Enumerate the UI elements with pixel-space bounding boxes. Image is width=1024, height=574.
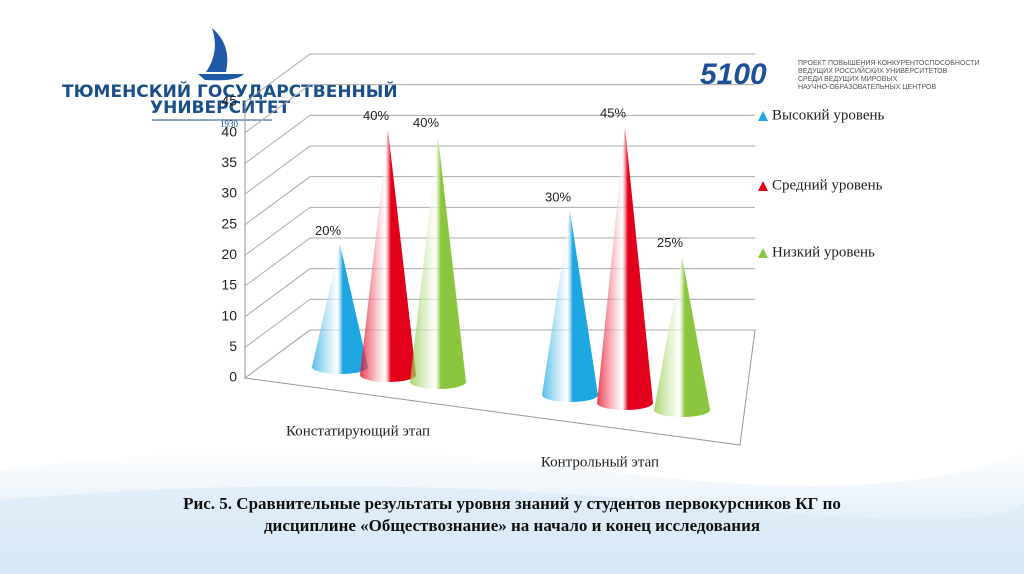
project-text: ПРОЕКТ ПОВЫШЕНИЯ КОНКУРЕНТОСПОСОБНОСТИ В… xyxy=(798,60,979,91)
legend-label: Высокий уровень xyxy=(772,107,885,123)
y-tick-label: 25 xyxy=(221,215,237,231)
y-tick-label: 30 xyxy=(221,185,237,201)
legend-marker xyxy=(758,181,768,191)
value-label: 30% xyxy=(545,189,571,204)
university-logo: ТЮМЕНСКИЙ ГОСУДАРСТВЕННЫЙ УНИВЕРСИТЕТ xyxy=(62,80,398,118)
project-line: ПРОЕКТ ПОВЫШЕНИЯ КОНКУРЕНТОСПОСОБНОСТИ xyxy=(798,60,979,67)
grid-line xyxy=(244,237,755,287)
cone xyxy=(542,211,598,402)
y-tick-label: 40 xyxy=(221,123,237,139)
value-label: 20% xyxy=(315,223,341,238)
value-label: 40% xyxy=(363,108,389,123)
cone xyxy=(597,127,653,410)
grid-line xyxy=(244,206,755,256)
y-tick-label: 35 xyxy=(221,154,237,170)
logo-hull xyxy=(198,74,244,81)
legend-marker xyxy=(758,248,768,258)
grid-line xyxy=(244,53,755,103)
cone xyxy=(360,129,416,382)
logo-sail xyxy=(206,28,228,72)
grid-line xyxy=(244,145,755,195)
legend-label: Низкий уровень xyxy=(772,244,875,260)
cone xyxy=(312,244,368,374)
year: 1930 xyxy=(220,119,239,129)
caption-line: Рис. 5. Сравнительные результаты уровня … xyxy=(183,494,841,513)
y-tick-label: 20 xyxy=(221,246,237,262)
grid-line xyxy=(244,268,755,318)
y-tick-label: 5 xyxy=(229,338,237,354)
chart: 0 5 10 15 20 25 30 35 40 45 Констатирующий этап 20%… xyxy=(221,53,885,470)
value-label: 25% xyxy=(657,235,683,250)
university-name: УНИВЕРСИТЕТ xyxy=(150,98,291,118)
project-line: ВЕДУЩИХ РОССИЙСКИХ УНИВЕРСИТЕТОВ xyxy=(798,66,948,75)
grid-line xyxy=(244,298,755,348)
caption: Рис. 5. Сравнительные результаты уровня … xyxy=(183,494,841,535)
grid-line xyxy=(244,84,755,134)
value-label: 45% xyxy=(600,105,626,120)
value-label: 40% xyxy=(413,115,439,130)
project-line: НАУЧНО-ОБРАЗОВАТЕЛЬНЫХ ЦЕНТРОВ xyxy=(798,84,936,91)
project-line: СРЕДИ ВЕДУЩИХ МИРОВЫХ xyxy=(798,76,898,83)
cone xyxy=(410,136,466,389)
project-logo: 5100 xyxy=(700,58,767,91)
university-name: ТЮМЕНСКИЙ ГОСУДАРСТВЕННЫЙ xyxy=(62,80,398,102)
y-tick-label: 10 xyxy=(221,307,237,323)
legend-marker xyxy=(758,111,768,121)
cone xyxy=(654,256,710,417)
y-tick-label: 15 xyxy=(221,277,237,293)
grid-line xyxy=(244,176,755,226)
caption-line: дисциплине «Обществознание» на начало и … xyxy=(264,516,760,535)
y-tick-label: 0 xyxy=(229,369,237,385)
legend-label: Средний уровень xyxy=(772,177,883,193)
x-tick-label: Констатирующий этап xyxy=(286,423,430,439)
x-tick-label: Контрольный этап xyxy=(541,454,659,470)
background-wave xyxy=(0,486,1024,574)
grid-line xyxy=(244,114,755,164)
y-tick-label: 45 xyxy=(221,93,237,109)
